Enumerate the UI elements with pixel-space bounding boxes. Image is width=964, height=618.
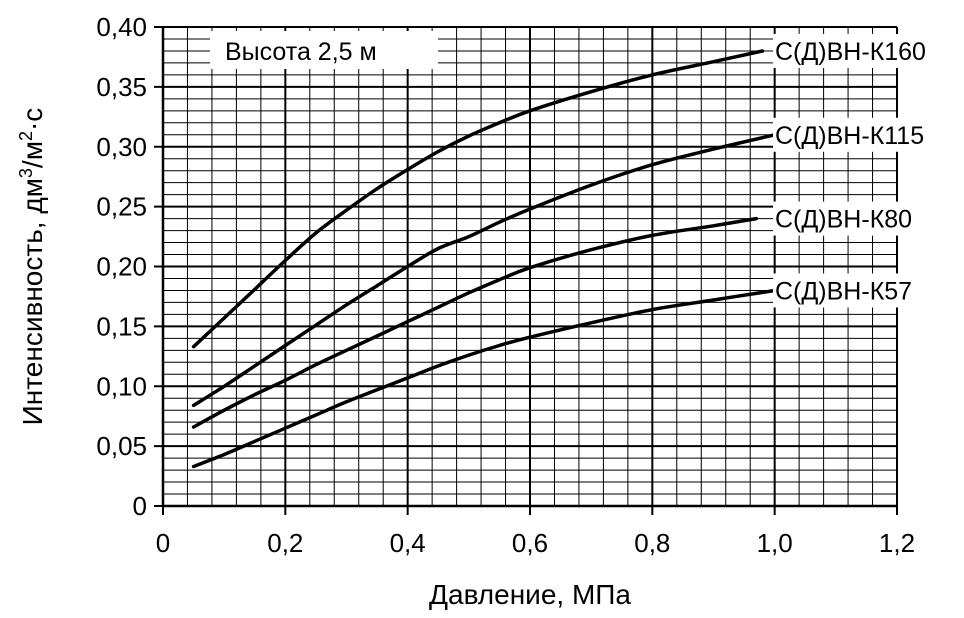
- annotation-text: Высота 2,5 м: [225, 38, 377, 66]
- y-tick-label: 0: [133, 491, 147, 521]
- x-tick-label: 0,4: [390, 528, 426, 558]
- series-label-background: [773, 201, 955, 236]
- y-axis-label-superscript: 3: [16, 168, 36, 178]
- y-tick-label: 0,20: [96, 252, 147, 282]
- x-tick-label: 0,8: [634, 528, 670, 558]
- series-label-background: [773, 117, 955, 152]
- series-line: [191, 288, 777, 469]
- x-tick-label: 0: [156, 528, 170, 558]
- x-axis-label: Давление, МПа: [429, 579, 631, 610]
- y-axis-label-part: Интенсивность, дм: [17, 178, 48, 425]
- y-axis-label-part: /м: [17, 141, 48, 168]
- y-tick-label: 0,25: [96, 192, 147, 222]
- series-label: С(Д)ВН-К115: [775, 122, 924, 150]
- series-label: С(Д)ВН-К57: [775, 277, 912, 305]
- axes: [154, 26, 898, 515]
- x-tick-label: 1,2: [879, 528, 915, 558]
- series-label-background: [773, 33, 955, 68]
- y-tick-label: 0,40: [96, 12, 147, 42]
- y-tick-label: 0,10: [96, 371, 147, 401]
- y-tick-label: 0,15: [96, 311, 147, 341]
- series-labels: С(Д)ВН-К160 С(Д)ВН-К115 С(Д)ВН-К80 С(Д)ВН-К…: [773, 33, 955, 308]
- series-line: [191, 49, 765, 349]
- series-label: С(Д)ВН-К160: [775, 38, 926, 66]
- series-line: [191, 133, 777, 408]
- series-line: [191, 216, 759, 429]
- y-axis-label-superscript: 2: [16, 131, 36, 141]
- y-tick-label: 0,35: [96, 72, 147, 102]
- x-tick-label: 1,0: [757, 528, 793, 558]
- y-tick-label: 0,30: [96, 132, 147, 162]
- x-tick-label: 0,2: [267, 528, 303, 558]
- series-lines: [191, 49, 777, 469]
- y-axis-label: Интенсивность, дм3/м2·с: [16, 108, 48, 426]
- y-tick-label: 0,05: [96, 431, 147, 461]
- series-label: С(Д)ВН-К80: [775, 206, 912, 234]
- tick-labels: 0 0,2 0,4 0,6 0,8 1,0 1,2 0 0,05 0,10 0,15 0,20 0,25…: [96, 12, 915, 558]
- annotation: Высота 2,5 м: [210, 31, 438, 69]
- annotation-background: [210, 31, 438, 69]
- series-label-background: [773, 273, 955, 308]
- y-axis-label-part: ·с: [17, 108, 48, 131]
- x-tick-label: 0,6: [512, 528, 548, 558]
